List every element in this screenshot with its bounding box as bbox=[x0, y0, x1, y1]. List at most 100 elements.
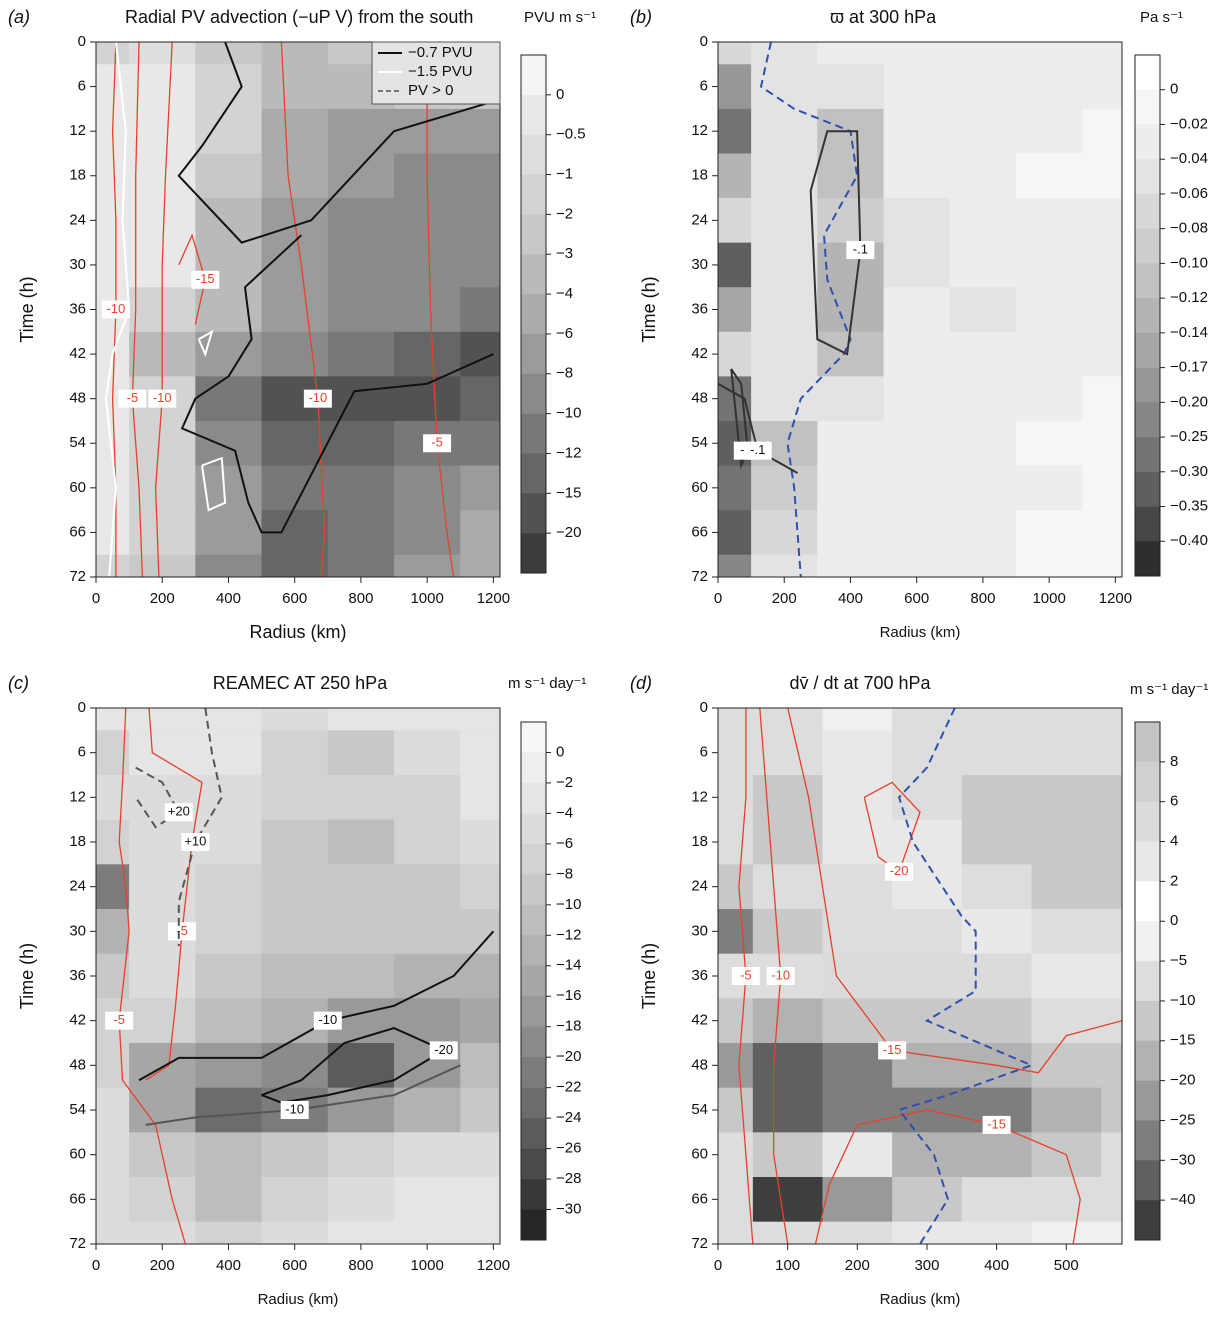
colorbar-tick-label: −20 bbox=[556, 1048, 581, 1065]
chart-title: ϖ at 300 hPa bbox=[830, 7, 937, 27]
y-tick-label: 66 bbox=[691, 523, 708, 540]
contour-label: -20 bbox=[434, 1042, 453, 1057]
contour-label-bg bbox=[118, 389, 147, 408]
cell bbox=[129, 420, 196, 467]
cell bbox=[1101, 1177, 1122, 1223]
y-tick-label: 36 bbox=[69, 967, 86, 984]
cell bbox=[195, 730, 263, 776]
cell bbox=[394, 1177, 461, 1223]
cell bbox=[718, 64, 752, 110]
colorbar-tick-label: −8 bbox=[556, 365, 573, 382]
x-tick-label: 1200 bbox=[477, 1257, 510, 1274]
colorbar-tick-label: −20 bbox=[1170, 1072, 1195, 1089]
colorbar-frame bbox=[1134, 721, 1161, 1241]
y-tick-label: 36 bbox=[691, 967, 708, 984]
colorbar-box bbox=[1135, 541, 1160, 577]
colorbar-frame bbox=[1134, 54, 1161, 577]
chart-title: REAMEC AT 250 hPa bbox=[213, 673, 388, 693]
cell bbox=[460, 242, 500, 288]
cell bbox=[718, 998, 754, 1044]
colorbar-tick-label: −12 bbox=[556, 444, 581, 461]
cell bbox=[752, 1087, 823, 1133]
cell bbox=[752, 819, 823, 865]
colorbar-box bbox=[1135, 367, 1160, 403]
panel-label: (c) bbox=[8, 673, 29, 693]
contour-label-bg bbox=[313, 1011, 342, 1030]
cell bbox=[1031, 819, 1102, 865]
x-tick-label: 1000 bbox=[410, 590, 443, 607]
cell bbox=[1016, 198, 1083, 244]
cell bbox=[261, 708, 329, 731]
cell bbox=[460, 1043, 500, 1089]
cell bbox=[961, 1177, 1032, 1223]
y-tick-label: 66 bbox=[69, 523, 86, 540]
cell bbox=[883, 554, 951, 577]
cell bbox=[817, 465, 885, 511]
contour-line bbox=[154, 42, 173, 577]
y-tick-label: 18 bbox=[691, 167, 708, 184]
cell bbox=[1016, 331, 1083, 377]
colorbar-box bbox=[1135, 228, 1160, 264]
colorbar-tick-label: −25 bbox=[1170, 1111, 1195, 1128]
contour-label: -15 bbox=[987, 1116, 1006, 1131]
y-tick-label: 12 bbox=[69, 788, 86, 805]
cell bbox=[817, 153, 885, 199]
cell bbox=[195, 864, 263, 910]
cell bbox=[961, 1221, 1032, 1244]
cell bbox=[883, 331, 951, 377]
cell bbox=[1082, 42, 1122, 65]
contour-label-bg bbox=[181, 833, 210, 851]
cell bbox=[1016, 376, 1083, 422]
contour-label-bg bbox=[743, 441, 772, 460]
cell bbox=[261, 420, 329, 467]
cell bbox=[460, 1177, 500, 1223]
colorbar-tick-label: −8 bbox=[556, 865, 573, 882]
colorbar-tick-label: −40 bbox=[1170, 1191, 1195, 1208]
cell bbox=[752, 1177, 823, 1223]
colorbar-box bbox=[521, 413, 546, 454]
colorbar-label: Pa s⁻¹ bbox=[1140, 9, 1183, 26]
cell bbox=[261, 819, 329, 865]
contour-line bbox=[426, 42, 455, 577]
colorbar-tick-label: 4 bbox=[1170, 833, 1178, 850]
y-tick-label: 24 bbox=[69, 211, 86, 228]
cell bbox=[327, 1177, 395, 1223]
colorbar-tick-label: −0.06 bbox=[1170, 185, 1208, 202]
cell bbox=[195, 708, 263, 731]
colorbar-tick-label: −10 bbox=[556, 896, 581, 913]
contour-label-bg bbox=[731, 967, 760, 985]
x-tick-label: 400 bbox=[216, 1257, 241, 1274]
x-tick-label: 300 bbox=[914, 1257, 939, 1274]
y-tick-label: 18 bbox=[691, 833, 708, 850]
colorbar-tick-label: −0.17 bbox=[1170, 359, 1208, 376]
colorbar-tick-label: −0.14 bbox=[1170, 324, 1208, 341]
colorbar-tick-label: −0.30 bbox=[1170, 463, 1208, 480]
cell bbox=[752, 708, 823, 731]
y-tick-label: 72 bbox=[69, 1235, 86, 1252]
cell bbox=[195, 1132, 263, 1178]
colorbar-box bbox=[1135, 761, 1160, 802]
cell bbox=[949, 331, 1017, 377]
cell bbox=[1082, 465, 1122, 511]
cell bbox=[195, 909, 263, 955]
x-axis-label: Radius (km) bbox=[258, 1291, 339, 1308]
cell bbox=[327, 420, 395, 467]
y-tick-label: 30 bbox=[691, 922, 708, 939]
cell bbox=[261, 775, 329, 821]
colorbar-box bbox=[521, 294, 546, 335]
contour-line bbox=[197, 329, 214, 357]
plot-area: -5 -10 -15 -15 -20 bbox=[718, 708, 1122, 1244]
cell bbox=[892, 1177, 963, 1223]
colorbar-label: m s⁻¹ day⁻¹ bbox=[508, 675, 586, 692]
y-tick-label: 54 bbox=[691, 1101, 708, 1118]
cell bbox=[892, 1221, 963, 1244]
contour-label: -10 bbox=[771, 967, 790, 982]
cell bbox=[129, 730, 196, 776]
cell bbox=[752, 775, 823, 821]
cell bbox=[195, 998, 263, 1044]
contour-label-bg bbox=[982, 1115, 1011, 1134]
plot-area: -.1-.3-.1 bbox=[718, 42, 1122, 577]
cell bbox=[961, 1132, 1032, 1178]
cell bbox=[460, 1132, 500, 1178]
cell bbox=[751, 287, 818, 333]
